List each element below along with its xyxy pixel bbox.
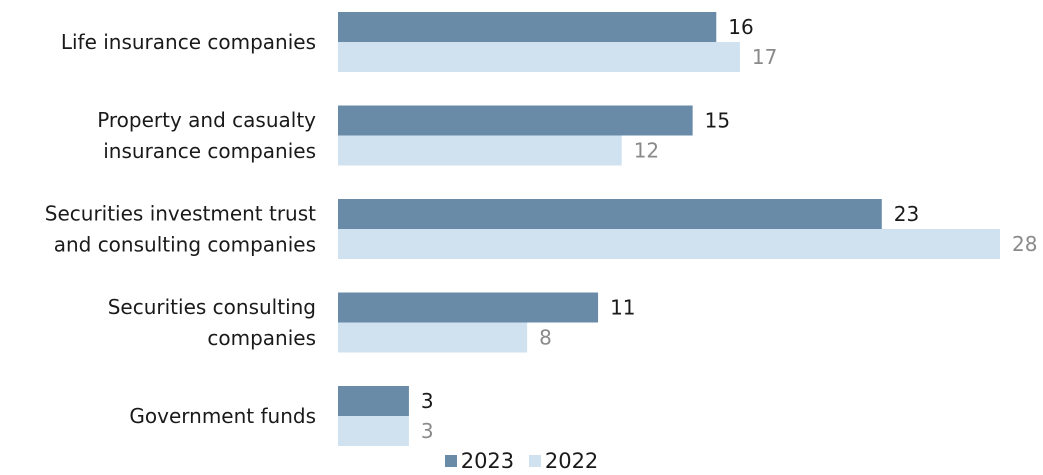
value-label-2022: 28 [1012,232,1037,256]
category-label: Securities investment trust and consultin… [45,202,316,257]
legend: 2023 2022 [0,448,1043,473]
category-label-line: Property and casualty [97,108,316,132]
value-label-2023: 16 [728,15,753,39]
category-label: Life insurance companies [61,30,316,54]
legend-swatch-2023 [444,455,457,467]
legend-item-2023: 2023 [444,449,515,473]
value-label-2022: 8 [539,326,552,350]
legend-item-2022: 2022 [528,449,599,473]
category-label-line: Government funds [129,404,316,428]
bar-2023 [338,386,409,416]
category-label: Government funds [129,404,316,428]
value-label-2023: 11 [610,296,635,320]
legend-swatch-2022 [528,455,541,467]
bar-2023 [338,105,693,136]
category-label-line: insurance companies [103,139,316,163]
legend-label-2022: 2022 [544,449,599,473]
value-labels: 16 17 15 12 23 28 11 8 3 3 [421,15,1038,443]
bar-2022 [338,416,409,446]
category-label-line: Securities investment trust [45,202,316,226]
bar-2022 [338,135,622,166]
value-label-2022: 12 [634,139,659,163]
category-label-line: and consulting companies [54,233,316,257]
value-label-2023: 3 [421,389,434,413]
value-label-2023: 23 [894,202,919,226]
category-label: Property and casualty insurance companies [97,108,316,163]
legend-label-2023: 2023 [460,449,515,473]
value-label-2023: 15 [705,109,730,133]
bar-2023 [338,292,599,323]
value-label-2022: 17 [752,45,777,69]
category-labels: Life insurance companies Property and cas… [45,30,316,428]
category-label-line: Securities consulting [108,295,316,319]
bar-2022 [338,42,740,72]
value-label-2022: 3 [421,419,434,443]
bar-2023 [338,199,882,229]
category-label: Securities consulting companies [108,295,316,350]
bars [338,12,1000,446]
category-label-line: Life insurance companies [61,30,316,54]
category-label-line: companies [207,326,316,350]
bar-2023 [338,12,717,42]
bar-2022 [338,229,1000,259]
bar-2022 [338,322,528,353]
